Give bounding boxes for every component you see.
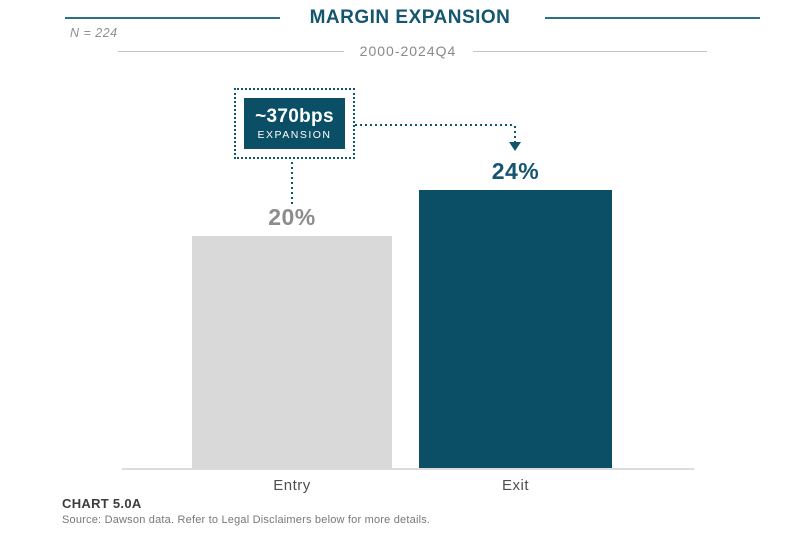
connector-arrow-stem bbox=[514, 126, 516, 142]
entry-column: 20% bbox=[192, 204, 392, 468]
entry-value-label: 20% bbox=[268, 204, 316, 230]
chart-number-label: CHART 5.0A bbox=[62, 496, 142, 511]
x-axis-line bbox=[122, 468, 694, 470]
expansion-callout-box: ~370bps EXPANSION bbox=[244, 98, 345, 149]
source-note: Source: Dawson data. Refer to Legal Disc… bbox=[62, 514, 431, 526]
title-rule-right bbox=[545, 17, 760, 19]
expansion-value: ~370bps bbox=[255, 106, 334, 127]
subtitle-rule-right bbox=[473, 51, 707, 52]
chart-title: MARGIN EXPANSION bbox=[309, 7, 511, 28]
exit-category-label: Exit bbox=[501, 477, 529, 494]
exit-column: 24% bbox=[419, 158, 612, 468]
expansion-label: EXPANSION bbox=[257, 129, 332, 141]
entry-category-label: Entry bbox=[273, 477, 311, 494]
expansion-callout: ~370bps EXPANSION bbox=[234, 88, 355, 159]
subtitle-rule-left bbox=[118, 51, 344, 52]
entry-bar bbox=[192, 236, 392, 468]
down-arrow-icon bbox=[509, 142, 521, 151]
connector-to-entry-bar bbox=[291, 162, 293, 206]
sample-size-label: N = 224 bbox=[70, 26, 118, 40]
chart-subtitle: 2000-2024Q4 bbox=[359, 43, 457, 59]
exit-bar bbox=[419, 190, 612, 468]
connector-horizontal bbox=[355, 124, 515, 126]
exit-value-label: 24% bbox=[491, 158, 540, 184]
title-rule-left bbox=[65, 17, 280, 19]
